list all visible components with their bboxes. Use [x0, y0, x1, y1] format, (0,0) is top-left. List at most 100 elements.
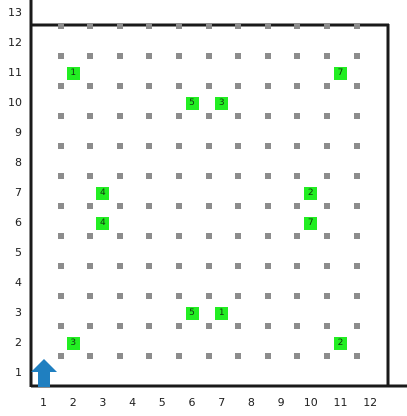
grid-dot	[235, 143, 242, 149]
beeper: 4	[96, 186, 110, 200]
grid-dot	[146, 143, 153, 149]
row-label: 5	[15, 246, 22, 259]
grid-dot	[294, 143, 301, 149]
row-label: 8	[15, 156, 22, 169]
grid-dot	[116, 323, 123, 329]
grid-dot	[353, 203, 360, 209]
grid-dot	[264, 113, 271, 119]
grid-dot	[294, 323, 301, 329]
grid-dot	[87, 293, 94, 299]
column-label: 10	[303, 396, 318, 409]
grid-dot	[57, 113, 64, 119]
grid-dot	[205, 353, 212, 359]
grid-dot	[353, 293, 360, 299]
grid-dot	[324, 23, 330, 29]
row-label: 10	[8, 96, 22, 109]
grid-dot	[235, 83, 242, 89]
grid-dot	[324, 203, 330, 209]
grid-dot	[235, 233, 242, 239]
grid-dot	[294, 83, 301, 89]
grid-dot	[205, 53, 212, 59]
beeper: 3	[215, 96, 229, 110]
column-label: 1	[40, 396, 47, 409]
grid-dot	[116, 353, 123, 359]
grid-dot	[294, 293, 301, 299]
grid-dot	[87, 263, 94, 269]
grid-dot	[176, 203, 182, 209]
column-label: 2	[69, 396, 77, 409]
grid-dot	[205, 293, 212, 299]
grid-dot	[353, 173, 360, 179]
row-label: 1	[15, 366, 22, 379]
grid-dot	[176, 353, 182, 359]
grid-dot	[353, 23, 360, 29]
robot-arrow-icon	[30, 359, 57, 387]
grid-dot	[264, 143, 271, 149]
beeper: 1	[215, 306, 229, 320]
grid-dot	[235, 353, 242, 359]
beeper: 5	[185, 306, 199, 320]
grid-dot	[87, 23, 94, 29]
grid-dot	[264, 263, 271, 269]
grid-dot	[264, 23, 271, 29]
grid-dot	[146, 323, 153, 329]
beeper: 7	[334, 66, 347, 80]
grid-dot	[116, 173, 123, 179]
grid-dot	[294, 173, 301, 179]
grid-dot	[176, 293, 182, 299]
grid-dot	[235, 263, 242, 269]
grid-dot	[176, 233, 182, 239]
beeper: 2	[304, 186, 318, 200]
grid-dot	[324, 143, 330, 149]
grid-dot	[324, 173, 330, 179]
grid-dot	[87, 113, 94, 119]
grid-dot	[235, 323, 242, 329]
grid-dot	[235, 53, 242, 59]
grid-dot	[205, 83, 212, 89]
grid-dot	[264, 83, 271, 89]
grid-dot	[294, 53, 301, 59]
column-label: 8	[247, 396, 255, 409]
grid-dot	[264, 203, 271, 209]
grid-dot	[324, 353, 330, 359]
grid-dot	[264, 353, 271, 359]
grid-dot	[176, 113, 182, 119]
grid-dot	[57, 233, 64, 239]
beeper: 5	[185, 96, 199, 110]
grid-dot	[87, 203, 94, 209]
grid-dot	[205, 263, 212, 269]
grid-dot	[353, 353, 360, 359]
grid-dot	[235, 173, 242, 179]
grid-dot	[116, 203, 123, 209]
grid-dot	[205, 233, 212, 239]
grid-dot	[324, 293, 330, 299]
grid-dot	[87, 173, 94, 179]
grid-dot	[176, 143, 182, 149]
grid-dot	[57, 173, 64, 179]
row-label: 3	[15, 306, 22, 319]
grid-dot	[235, 293, 242, 299]
row-label: 4	[15, 276, 22, 289]
grid-dot	[205, 323, 212, 329]
grid-dot	[116, 53, 123, 59]
beeper: 2	[334, 336, 347, 350]
column-label: 4	[129, 396, 137, 409]
row-label: 11	[8, 66, 22, 79]
grid-dot	[324, 53, 330, 59]
grid-dot	[57, 353, 64, 359]
grid-dot	[87, 233, 94, 239]
grid-dot	[324, 83, 330, 89]
grid-dot	[205, 143, 212, 149]
grid-dot	[205, 23, 212, 29]
grid-dot	[57, 263, 64, 269]
grid-dot	[146, 23, 153, 29]
grid-dot	[353, 53, 360, 59]
column-label: 12	[363, 396, 378, 409]
grid-dot	[176, 53, 182, 59]
grid-dot	[205, 113, 212, 119]
grid-dot	[116, 113, 123, 119]
grid-dot	[146, 83, 153, 89]
grid-dot	[294, 353, 301, 359]
grid-dot	[57, 323, 64, 329]
grid-dot	[116, 293, 123, 299]
